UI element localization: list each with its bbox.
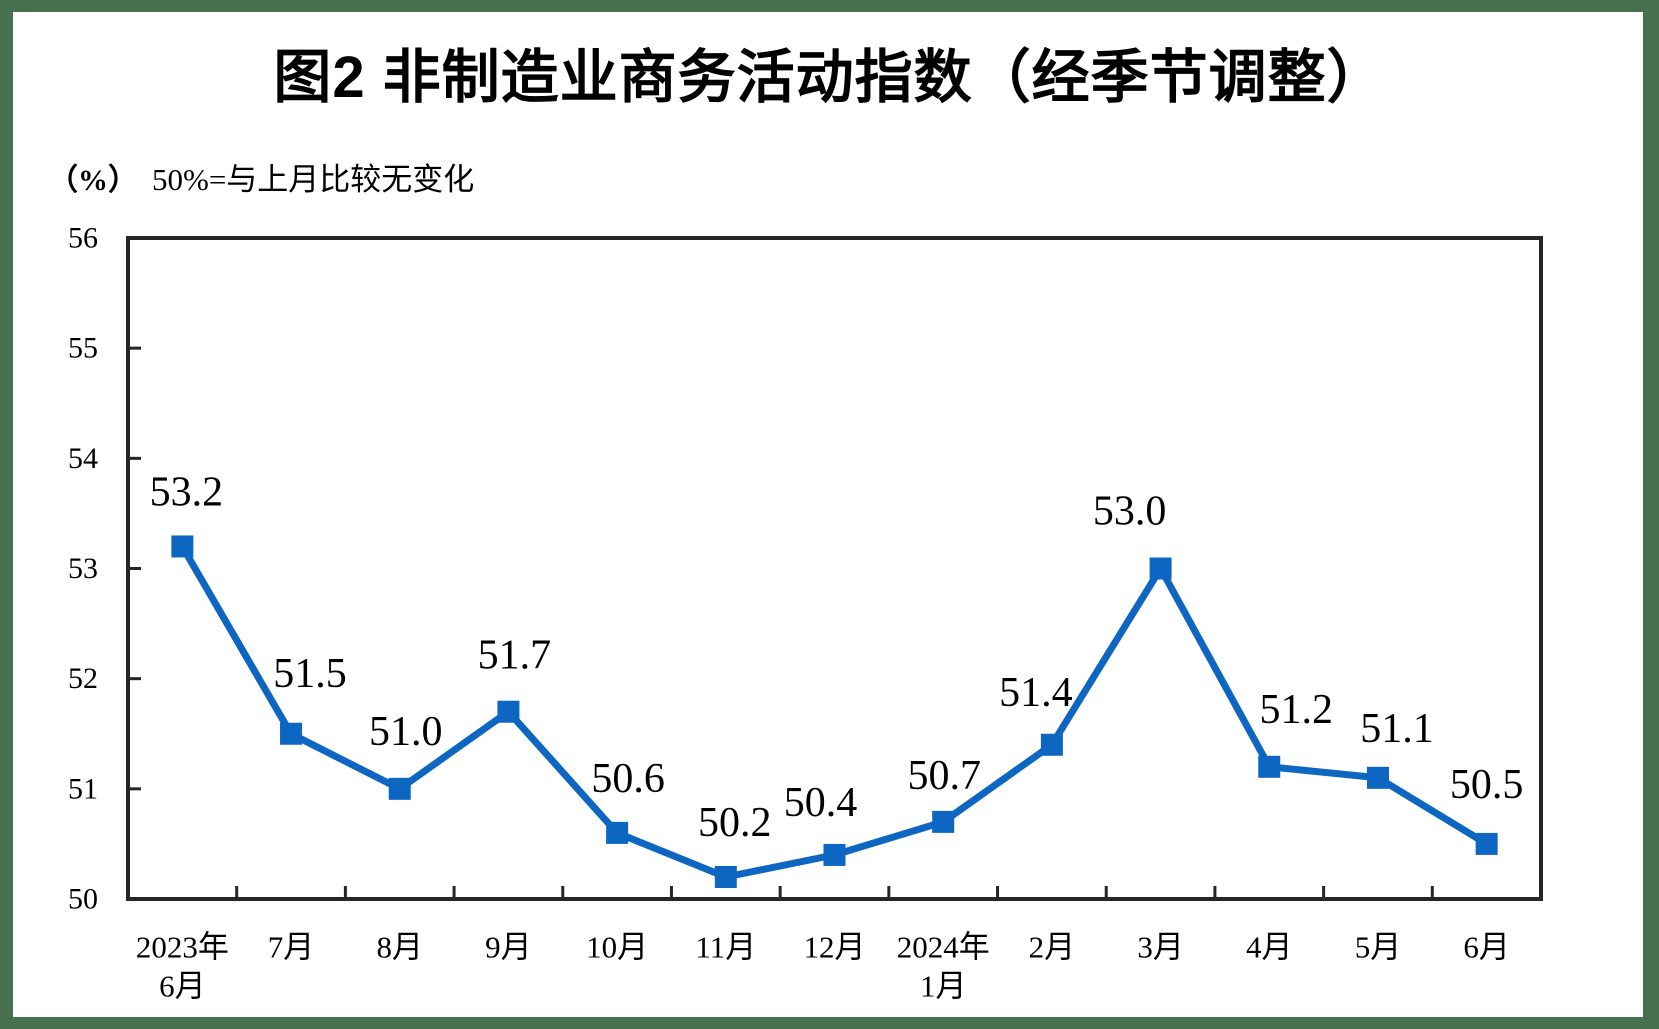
baseline-note: 50%=与上月比较无变化 xyxy=(152,162,475,197)
x-axis-tick-label: 4月 xyxy=(1246,930,1293,965)
y-axis-tick-label: 56 xyxy=(68,222,98,255)
chart-title: 图2 非制造业商务活动指数（经季节调整） xyxy=(273,45,1386,110)
data-point-label: 50.4 xyxy=(784,780,858,826)
x-axis-tick-label: 3月 xyxy=(1137,930,1184,965)
x-axis-tick-label: 2024年 xyxy=(897,930,990,965)
data-point-marker xyxy=(280,722,303,745)
x-axis-tick-label: 1月 xyxy=(920,969,967,1004)
data-point-label: 50.6 xyxy=(591,756,665,802)
x-axis-tick-label: 12月 xyxy=(804,930,866,965)
data-point-marker xyxy=(171,535,194,558)
data-point-label: 51.7 xyxy=(478,633,552,679)
data-point-marker xyxy=(1366,766,1389,789)
x-axis-tick-label: 2023年 xyxy=(136,930,229,965)
y-axis-tick-label: 54 xyxy=(68,442,98,475)
data-point-label: 51.2 xyxy=(1260,687,1334,733)
data-point-marker xyxy=(1149,557,1172,580)
data-point-label: 50.2 xyxy=(698,800,772,846)
x-axis-tick-label: 9月 xyxy=(485,930,532,965)
y-axis-tick-label: 52 xyxy=(68,662,98,695)
data-point-label: 51.0 xyxy=(369,709,443,755)
data-point-marker xyxy=(932,810,955,833)
data-point-marker xyxy=(1258,755,1281,778)
y-axis-tick-label: 50 xyxy=(68,883,98,916)
data-point-marker xyxy=(606,821,629,844)
data-point-marker xyxy=(714,865,737,888)
data-point-label: 53.0 xyxy=(1093,489,1167,535)
data-point-marker xyxy=(388,777,411,800)
x-axis-tick-label: 11月 xyxy=(695,930,756,965)
x-axis-tick-label: 5月 xyxy=(1355,930,1402,965)
data-point-marker xyxy=(497,700,520,723)
x-axis-tick-label: 6月 xyxy=(1463,930,1510,965)
y-axis-tick-label: 53 xyxy=(68,552,98,585)
data-point-label: 51.5 xyxy=(273,651,347,697)
y-axis-tick-label: 55 xyxy=(68,332,98,365)
data-point-label: 50.7 xyxy=(907,753,981,799)
data-point-marker xyxy=(1475,832,1498,855)
x-axis-tick-label: 8月 xyxy=(376,930,423,965)
y-axis-tick-label: 51 xyxy=(68,772,98,805)
data-point-marker xyxy=(823,843,846,866)
data-point-label: 51.1 xyxy=(1360,706,1434,752)
x-axis-tick-label: 10月 xyxy=(586,930,648,965)
data-point-label: 53.2 xyxy=(150,469,224,515)
axis-unit-row: （%） 50%=与上月比较无变化 xyxy=(48,160,474,200)
x-axis-tick-label: 2月 xyxy=(1029,930,1076,965)
data-point-label: 51.4 xyxy=(999,670,1073,716)
data-point-label: 50.5 xyxy=(1450,762,1524,808)
x-axis-tick-label: 6月 xyxy=(159,969,206,1004)
data-point-marker xyxy=(1040,733,1063,756)
x-axis-tick-label: 7月 xyxy=(268,930,315,965)
y-axis-unit-label: （%） xyxy=(48,164,138,197)
